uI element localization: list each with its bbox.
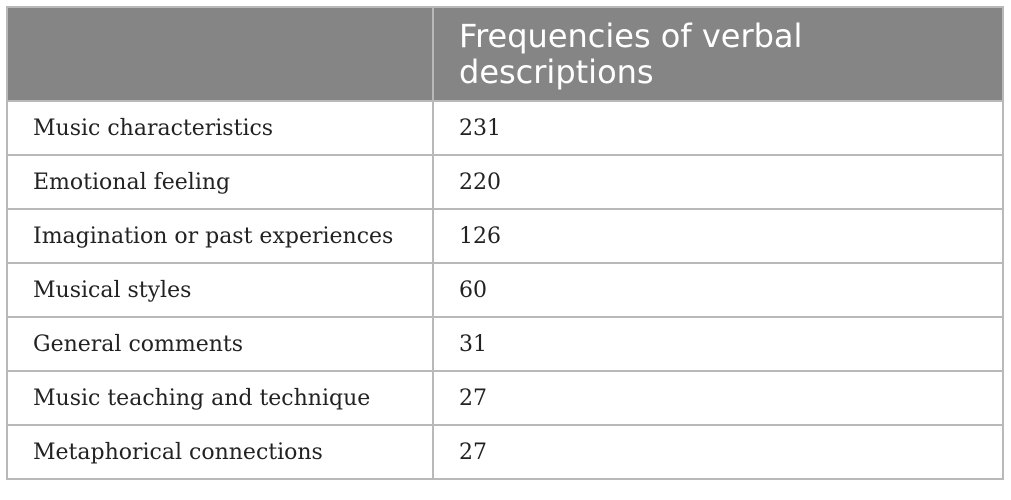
category-cell: Music teaching and technique xyxy=(6,370,434,426)
table-row: Metaphorical connections 27 xyxy=(6,424,1004,480)
header-cell-frequency: Frequencies of verbal descriptions xyxy=(432,6,1004,102)
table-row: Imagination or past experiences 126 xyxy=(6,208,1004,264)
header-cell-category xyxy=(6,6,434,102)
frequency-cell: 27 xyxy=(432,424,1004,480)
frequency-cell: 126 xyxy=(432,208,1004,264)
table-row: General comments 31 xyxy=(6,316,1004,372)
frequency-cell: 220 xyxy=(432,154,1004,210)
table-row: Emotional feeling 220 xyxy=(6,154,1004,210)
category-cell: Metaphorical connections xyxy=(6,424,434,480)
category-cell: Music characteristics xyxy=(6,100,434,156)
table-header-row: Frequencies of verbal descriptions xyxy=(6,6,1004,102)
table-row: Musical styles 60 xyxy=(6,262,1004,318)
frequency-cell: 231 xyxy=(432,100,1004,156)
category-cell: Emotional feeling xyxy=(6,154,434,210)
table-row: Music characteristics 231 xyxy=(6,100,1004,156)
frequency-cell: 27 xyxy=(432,370,1004,426)
frequency-cell: 60 xyxy=(432,262,1004,318)
frequency-cell: 31 xyxy=(432,316,1004,372)
table-row: Music teaching and technique 27 xyxy=(6,370,1004,426)
category-cell: Musical styles xyxy=(6,262,434,318)
frequency-table: Frequencies of verbal descriptions Music… xyxy=(6,6,1004,480)
frequency-table-container: Frequencies of verbal descriptions Music… xyxy=(6,6,1004,492)
category-cell: Imagination or past experiences xyxy=(6,208,434,264)
table-body: Music characteristics 231 Emotional feelin… xyxy=(6,100,1004,480)
category-cell: General comments xyxy=(6,316,434,372)
